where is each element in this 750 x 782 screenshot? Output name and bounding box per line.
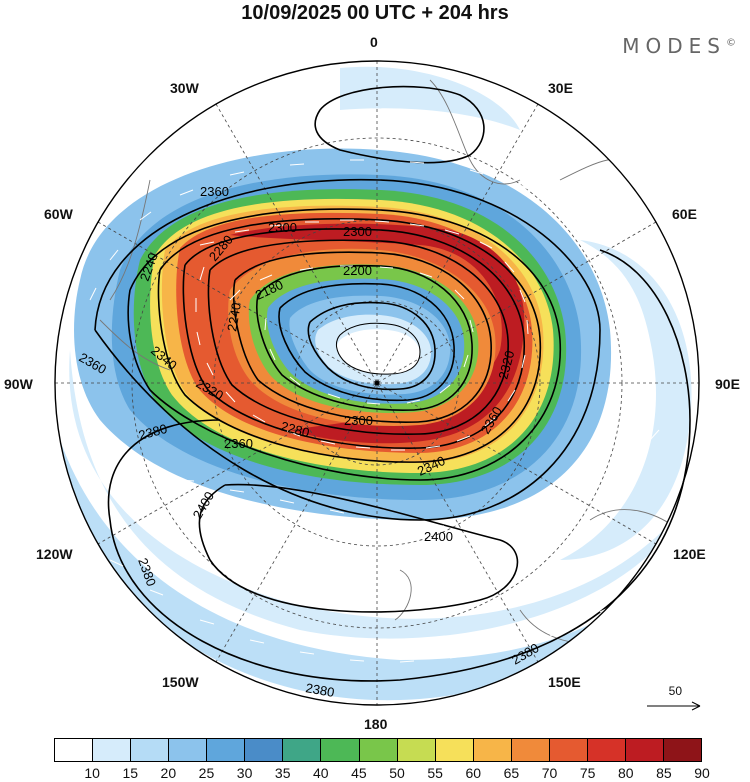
colorbar-swatch bbox=[664, 739, 702, 761]
colorbar-swatch bbox=[245, 739, 284, 761]
colorbar-tick-label: 80 bbox=[617, 765, 634, 781]
colorbar-tick-label: 20 bbox=[160, 765, 177, 781]
contour-label: 2400 bbox=[424, 529, 453, 544]
colorbar-swatch bbox=[207, 739, 246, 761]
colorbar-swatch bbox=[283, 739, 322, 761]
pole-marker bbox=[374, 380, 380, 386]
contour-label: 2360 bbox=[200, 184, 229, 199]
colorbar-tick-label: 35 bbox=[274, 765, 291, 781]
map-title: 10/09/2025 00 UTC + 204 hrs bbox=[241, 2, 509, 24]
contour-label: 2360 bbox=[224, 436, 253, 451]
contour-label: 2320 bbox=[495, 349, 517, 381]
colorbar-tick-label: 75 bbox=[579, 765, 596, 781]
globe-boundary bbox=[54, 60, 700, 706]
colorbar-tick-label: 40 bbox=[313, 765, 329, 781]
lon-label-150w: 150W bbox=[162, 674, 199, 690]
colorbar-swatch bbox=[359, 739, 398, 761]
lon-label-180: 180 bbox=[364, 716, 388, 732]
lon-label-90w: 90W bbox=[4, 376, 33, 392]
colorbar bbox=[54, 738, 702, 762]
colorbar-swatch bbox=[397, 739, 436, 761]
contour-label: 2240 bbox=[224, 301, 244, 332]
colorbar-tick-label: 10 bbox=[84, 765, 100, 781]
colorbar-swatch bbox=[131, 739, 170, 761]
geopotential-contours bbox=[94, 85, 691, 682]
colorbar-swatch bbox=[321, 739, 360, 761]
colorbar-tick-label: 85 bbox=[656, 765, 672, 781]
colorbar-swatch bbox=[549, 739, 588, 761]
modes-logo: MODES© bbox=[622, 34, 736, 58]
contour-label: 2300 bbox=[268, 220, 297, 235]
lon-label-0: 0 bbox=[370, 34, 378, 50]
lon-label-60e: 60E bbox=[672, 206, 697, 222]
contour-label: 2380 bbox=[137, 421, 169, 443]
reference-vector-label: 50 bbox=[668, 684, 682, 698]
colorbar-tick-label: 90 bbox=[694, 765, 710, 781]
lon-label-150e: 150E bbox=[548, 674, 581, 690]
lon-label-120w: 120W bbox=[36, 546, 73, 562]
contour-label: 2200 bbox=[343, 263, 372, 278]
colorbar-tick-label: 70 bbox=[541, 765, 558, 781]
lon-label-30e: 30E bbox=[548, 80, 573, 96]
wind-vectors bbox=[89, 159, 660, 663]
colorbar-tick-label: 25 bbox=[198, 765, 215, 781]
colorbar-swatch bbox=[587, 739, 626, 761]
colorbar-swatch bbox=[55, 739, 94, 761]
colorbar-tick-label: 45 bbox=[351, 765, 367, 781]
colorbar-swatch bbox=[473, 739, 512, 761]
colorbar-swatch bbox=[435, 739, 474, 761]
colorbar-tick-label: 30 bbox=[236, 765, 253, 781]
colorbar-tick-label: 60 bbox=[465, 765, 482, 781]
colorbar-tick-label: 15 bbox=[122, 765, 139, 781]
colorbar-tick-label: 65 bbox=[503, 765, 520, 781]
colorbar-swatch bbox=[625, 739, 664, 761]
reference-vector-arrow bbox=[647, 701, 701, 711]
contour-label: 2300 bbox=[343, 224, 372, 239]
contour-label: 2300 bbox=[344, 413, 373, 428]
colorbar-tick-label: 55 bbox=[427, 765, 443, 781]
colorbar-swatch bbox=[511, 739, 550, 761]
lon-label-60w: 60W bbox=[44, 206, 73, 222]
graticule bbox=[55, 61, 699, 705]
colorbar-swatch bbox=[93, 739, 132, 761]
colorbar-swatch bbox=[169, 739, 208, 761]
contour-label: 2380 bbox=[304, 680, 335, 700]
lon-label-120e: 120E bbox=[673, 546, 706, 562]
contour-label: 2280 bbox=[279, 418, 311, 440]
lon-label-90e: 90E bbox=[715, 376, 740, 392]
lon-label-30w: 30W bbox=[170, 80, 199, 96]
colorbar-tick-label: 50 bbox=[389, 765, 405, 781]
